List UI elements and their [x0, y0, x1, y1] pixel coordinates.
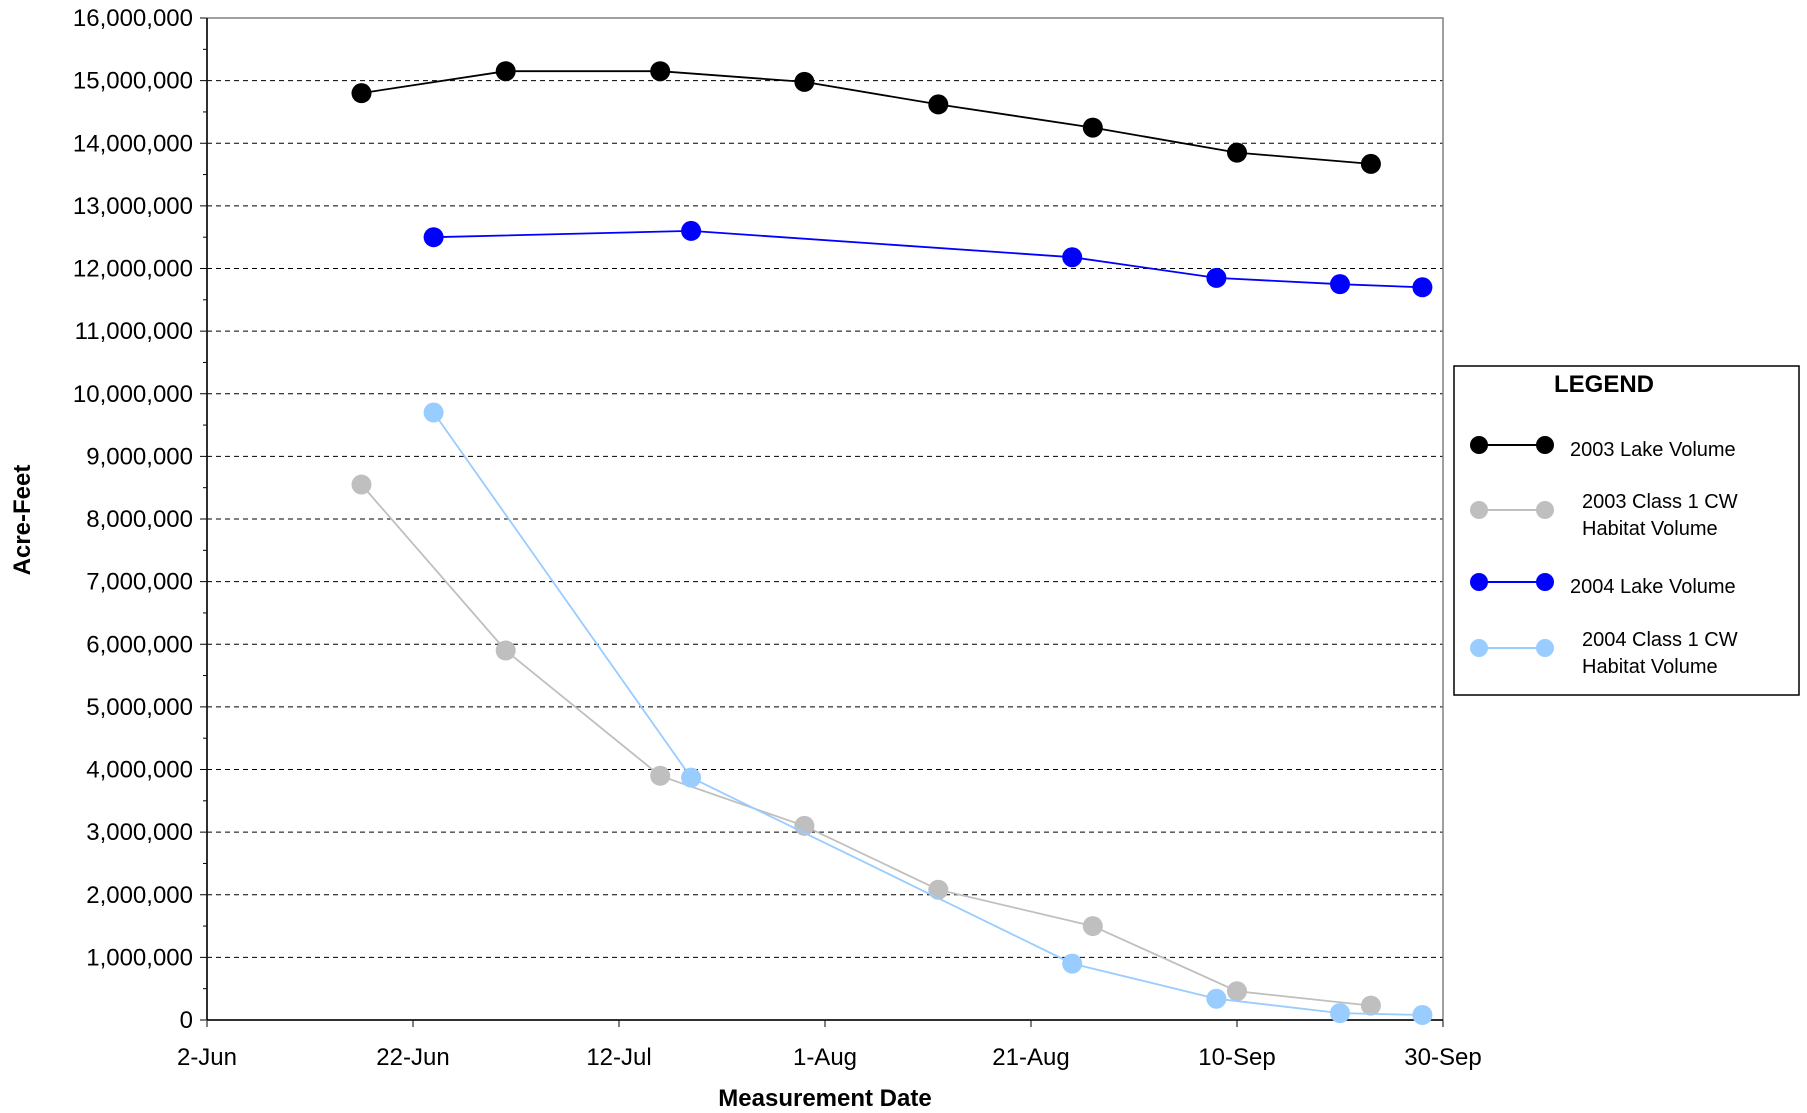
- data-point: [495, 61, 516, 82]
- data-point: [1412, 1004, 1433, 1025]
- y-tick-label: 15,000,000: [73, 68, 193, 95]
- legend-label: 2004 Class 1 CW: [1582, 629, 1738, 651]
- series-2004-class-1-cw-habitat-volume: [423, 402, 1433, 1025]
- y-tick-label: 13,000,000: [73, 193, 193, 220]
- series-2003-lake-volume: [351, 61, 1381, 174]
- data-point: [794, 71, 815, 92]
- legend-swatch-marker: [1536, 639, 1554, 657]
- y-tick-label: 8,000,000: [86, 506, 193, 533]
- y-tick-label: 10,000,000: [73, 381, 193, 408]
- y-tick-label: 5,000,000: [86, 694, 193, 721]
- legend-label: 2004 Lake Volume: [1570, 576, 1736, 598]
- x-axis-title: Measurement Date: [718, 1085, 931, 1112]
- data-point: [681, 767, 702, 788]
- data-point: [423, 227, 444, 248]
- data-point: [650, 61, 671, 82]
- y-tick-label: 3,000,000: [86, 819, 193, 846]
- y-axis-title: Acre-Feet: [9, 465, 36, 576]
- y-tick-label: 11,000,000: [75, 318, 193, 345]
- legend-swatch-marker: [1470, 639, 1488, 657]
- series-layer: [351, 61, 1433, 1025]
- data-point: [1227, 142, 1247, 163]
- legend: LEGEND 2003 Lake Volume 2003 Class 1 CW Hab…: [1453, 365, 1800, 696]
- data-point: [928, 94, 949, 115]
- x-tick-label: 10-Sep: [1198, 1044, 1275, 1071]
- data-point: [1062, 247, 1083, 268]
- data-point: [1082, 916, 1103, 937]
- data-point: [1330, 1003, 1350, 1024]
- x-tick-label: 12-Jul: [586, 1044, 651, 1071]
- data-point: [1412, 277, 1433, 298]
- legend-swatch-marker: [1536, 501, 1554, 519]
- data-point: [423, 402, 444, 423]
- y-tick-label: 1,000,000: [86, 944, 193, 971]
- legend-swatch-marker: [1470, 501, 1488, 519]
- x-tick-label: 21-Aug: [992, 1044, 1069, 1071]
- legend-swatch-marker: [1536, 573, 1554, 591]
- data-point: [681, 220, 702, 241]
- legend-label: Habitat Volume: [1582, 518, 1718, 540]
- y-tick-label: 7,000,000: [86, 569, 193, 596]
- data-point: [351, 474, 372, 495]
- legend-swatch-marker: [1536, 436, 1554, 454]
- y-tick-label: 6,000,000: [86, 631, 193, 658]
- legend-entry: 2003 Lake Volume: [1470, 436, 1736, 461]
- data-point: [1062, 953, 1083, 974]
- series-line: [433, 229, 1423, 289]
- series-2003-class-1-cw-habitat-volume: [351, 474, 1381, 1016]
- legend-entry: 2004 Lake Volume: [1470, 573, 1736, 598]
- data-point: [1206, 988, 1227, 1009]
- y-tick-label: 12,000,000: [73, 256, 193, 283]
- legend-title: LEGEND: [1554, 371, 1654, 398]
- axes: 0 1,000,000 2,000,000 3,000,000 4,000,000 5,0…: [73, 5, 1482, 1071]
- data-point: [1206, 267, 1227, 288]
- data-point: [351, 83, 372, 104]
- legend-swatch-marker: [1470, 436, 1488, 454]
- y-tick-label: 14,000,000: [73, 130, 193, 157]
- series-line: [360, 484, 1371, 1007]
- x-tick-label: 30-Sep: [1404, 1044, 1481, 1071]
- y-tick-label: 16,000,000: [73, 5, 193, 32]
- data-point: [1330, 274, 1350, 295]
- data-point: [1082, 117, 1103, 138]
- legend-label: Habitat Volume: [1582, 656, 1718, 678]
- data-point: [1227, 981, 1247, 1002]
- legend-entry: 2004 Class 1 CW Habitat Volume: [1470, 629, 1738, 678]
- legend-entry: 2003 Class 1 CW Habitat Volume: [1470, 491, 1738, 540]
- data-point: [495, 640, 516, 661]
- legend-swatch-marker: [1470, 573, 1488, 591]
- legend-label: 2003 Lake Volume: [1570, 439, 1736, 461]
- y-tick-label: 9,000,000: [86, 443, 193, 470]
- data-point: [650, 765, 671, 786]
- data-point: [928, 879, 949, 900]
- data-point: [1360, 153, 1381, 174]
- x-tick-label: 1-Aug: [793, 1044, 857, 1071]
- legend-box: [1453, 365, 1800, 696]
- y-tick-label: 4,000,000: [86, 757, 193, 784]
- x-tick-label: 2-Jun: [177, 1044, 237, 1071]
- data-point: [1360, 995, 1381, 1016]
- series-line: [432, 411, 1423, 1016]
- series-line: [361, 70, 1371, 165]
- series-2004-lake-volume: [423, 220, 1433, 298]
- x-tick-label: 22-Jun: [376, 1044, 449, 1071]
- y-tick-label: 0: [180, 1007, 193, 1034]
- y-tick-label: 2,000,000: [86, 882, 193, 909]
- legend-label: 2003 Class 1 CW: [1582, 491, 1738, 513]
